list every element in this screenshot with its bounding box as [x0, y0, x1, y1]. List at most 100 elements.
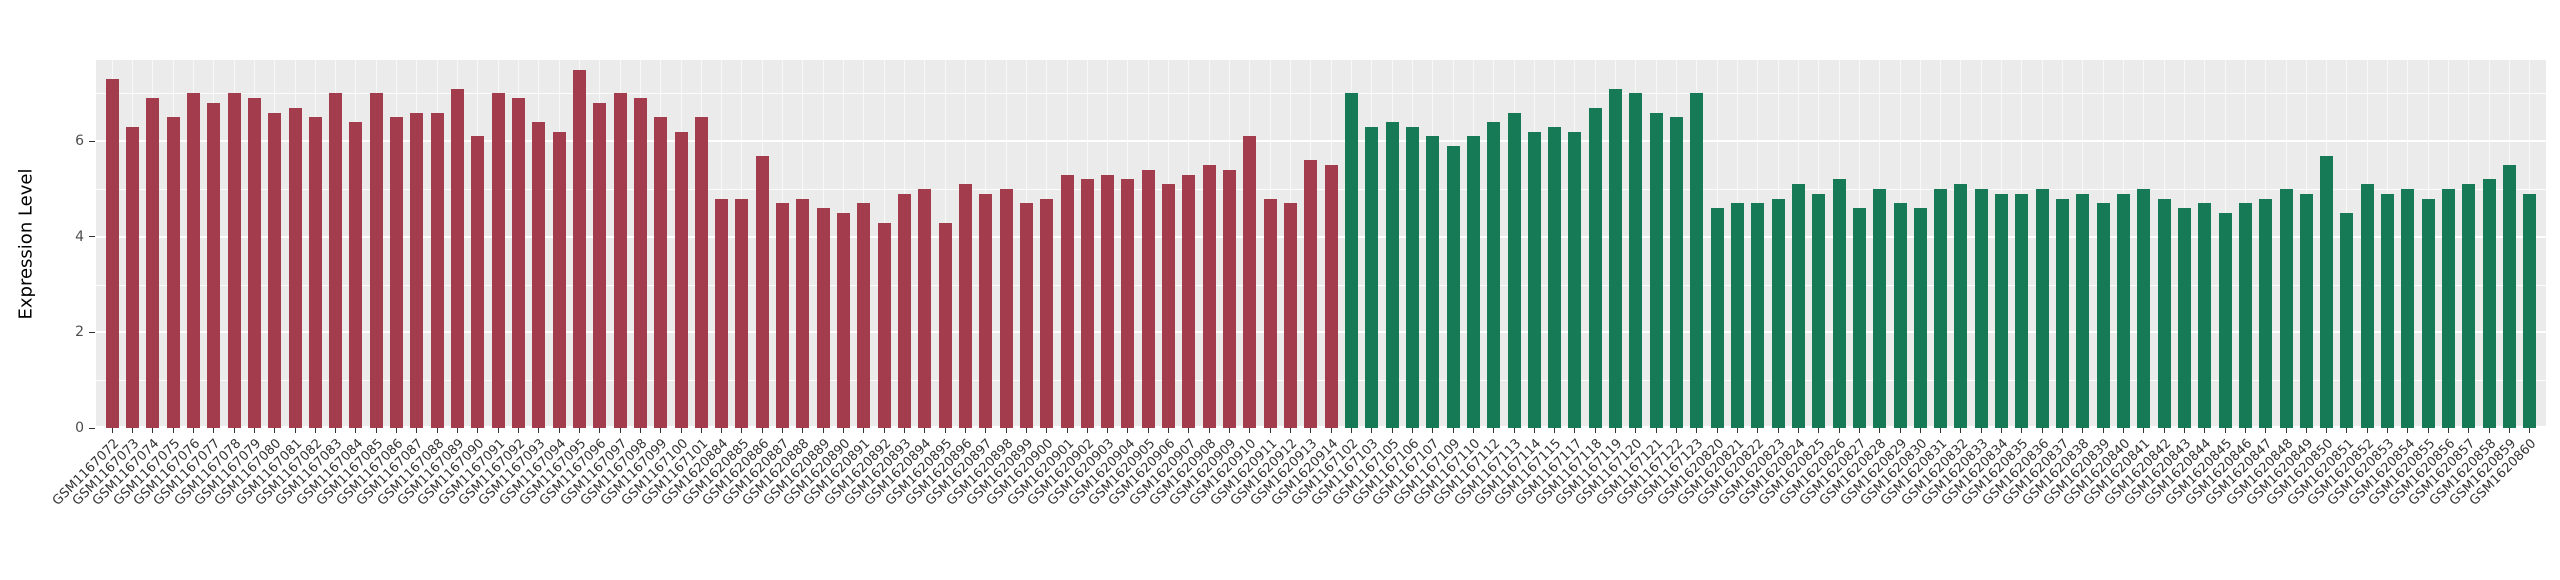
x-tick [1452, 428, 1454, 433]
x-tick [1757, 428, 1759, 433]
bar [898, 193, 911, 428]
bar [1202, 165, 1216, 428]
x-tick [2326, 428, 2328, 433]
bar [1995, 193, 2009, 428]
bar [1040, 198, 1054, 428]
bar [2360, 184, 2374, 428]
bar [2523, 193, 2537, 428]
x-tick [599, 428, 601, 433]
x-tick [1411, 428, 1413, 433]
bar [2482, 179, 2496, 428]
bar [837, 212, 851, 428]
bar [1385, 122, 1399, 428]
bar [694, 117, 708, 428]
x-tick [2204, 428, 2206, 433]
bar [349, 122, 363, 428]
x-tick [1371, 428, 1373, 433]
x-tick [1147, 428, 1149, 433]
bar [2137, 189, 2151, 428]
x-tick [2102, 428, 2104, 433]
x-tick [1676, 428, 1678, 433]
bar [2259, 198, 2273, 428]
x-tick [1594, 428, 1596, 433]
x-tick [639, 428, 641, 433]
x-tick [396, 428, 398, 433]
bar [288, 107, 302, 428]
x-tick [1005, 428, 1007, 433]
bar [1121, 179, 1135, 428]
bar [1365, 126, 1379, 428]
bar [1182, 174, 1196, 428]
x-tick [558, 428, 560, 433]
bar [2401, 189, 2415, 428]
x-tick [2082, 428, 2084, 433]
x-tick [111, 428, 113, 433]
x-tick [721, 428, 723, 433]
bar [390, 117, 404, 428]
bar [2177, 208, 2191, 428]
bar [1162, 184, 1176, 428]
x-tick [477, 428, 479, 433]
bar [552, 131, 566, 428]
x-tick [1635, 428, 1637, 433]
x-tick [172, 428, 174, 433]
bar [572, 69, 586, 428]
x-tick [1269, 428, 1271, 433]
x-tick [619, 428, 621, 433]
x-axis: GSM1167072 GSM1167073 GSM1167074 GSM1167075… [50, 428, 2546, 578]
bar [776, 203, 790, 428]
x-tick [1554, 428, 1556, 433]
bar [2421, 198, 2435, 428]
bar [2462, 184, 2476, 428]
x-tick [517, 428, 519, 433]
x-tick [416, 428, 418, 433]
x-tick [1066, 428, 1068, 433]
bar [1466, 136, 1480, 428]
bar [2096, 203, 2110, 428]
x-tick [802, 428, 804, 433]
bar [593, 103, 607, 428]
bar [816, 208, 830, 428]
bar [735, 198, 749, 428]
bar [430, 112, 444, 428]
x-tick [2224, 428, 2226, 433]
x-tick [2346, 428, 2348, 433]
x-tick [924, 428, 926, 433]
x-tick [985, 428, 987, 433]
x-tick [1736, 428, 1738, 433]
bar [1670, 117, 1684, 428]
x-tick [2468, 428, 2470, 433]
bar [1304, 160, 1318, 428]
x-tick [497, 428, 499, 433]
gridline [96, 331, 2546, 334]
bar [1324, 165, 1338, 428]
y-tick [89, 236, 95, 238]
bar [268, 112, 282, 428]
bar [1284, 203, 1298, 428]
gridline [96, 426, 2546, 428]
bar [2503, 165, 2517, 428]
bar [979, 193, 993, 428]
x-tick [1940, 428, 1942, 433]
x-tick [2041, 428, 2043, 433]
plot-panel [96, 60, 2546, 428]
x-tick [1330, 428, 1332, 433]
bar [654, 117, 668, 428]
bar [796, 198, 810, 428]
y-tick-label: 2 [75, 324, 84, 341]
x-tick [863, 428, 865, 433]
bar [877, 222, 891, 428]
x-tick [761, 428, 763, 433]
bar [1812, 193, 1826, 428]
x-tick [2021, 428, 2023, 433]
x-tick [538, 428, 540, 433]
bar [857, 203, 871, 428]
x-tick [2183, 428, 2185, 433]
x-tick [1838, 428, 1840, 433]
bar [715, 198, 729, 428]
bar [207, 103, 221, 428]
y-tick [89, 427, 95, 429]
bar [1588, 107, 1602, 428]
bar [451, 88, 465, 428]
bar [1609, 88, 1623, 428]
